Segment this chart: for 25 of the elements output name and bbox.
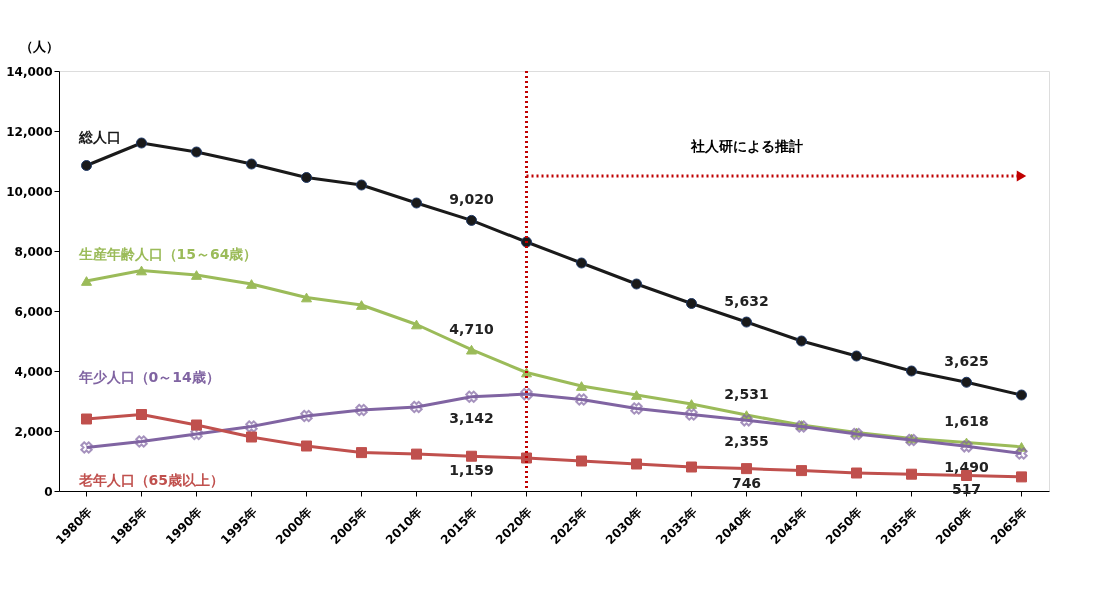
y-tick-label: 8,000 [14, 244, 53, 259]
y-tick-label: 10,000 [6, 184, 53, 199]
text: 年少人口（0～14歳） [77, 368, 220, 385]
series-label: 総人口 [77, 128, 121, 145]
data-label: 746 [731, 474, 762, 491]
y-tick-label: 0 [44, 484, 53, 499]
y-axis-title: （人） [19, 38, 59, 54]
y-tick-label: 2,000 [14, 424, 53, 439]
y-tick-label: 14,000 [6, 64, 53, 79]
y-tick-label: 6,000 [14, 304, 53, 319]
data-label: 1,159 [449, 462, 494, 479]
data-label: 5,632 [724, 293, 769, 310]
series-label: 生産年齢人口（15～64歳） [77, 246, 258, 262]
annotation: 社人研による推計 [689, 137, 803, 154]
data-label: 2,355 [724, 433, 769, 450]
text: 老年人口（65歳以上） [77, 472, 224, 488]
data-label: 1,490 [944, 459, 989, 476]
data-label: 3,142 [449, 409, 494, 426]
data-label: 9,020 [449, 191, 494, 208]
data-label: 3,625 [944, 353, 989, 370]
y-tick-label: 4,000 [14, 364, 53, 379]
data-label: 2,531 [724, 386, 769, 403]
data-label: 4,710 [449, 320, 494, 337]
y-tick-label: 12,000 [6, 124, 53, 139]
data-label: 1,618 [944, 413, 989, 430]
